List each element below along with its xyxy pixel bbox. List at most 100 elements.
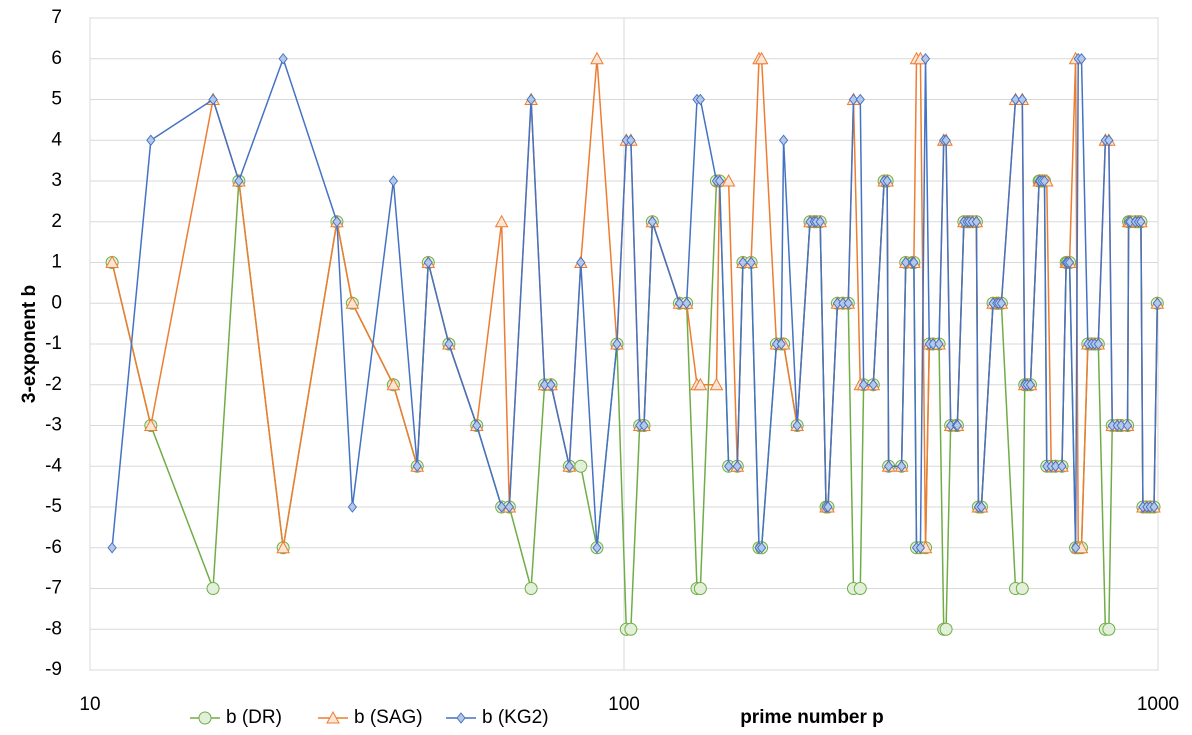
marker (345, 296, 360, 309)
marker (206, 582, 220, 595)
marker (996, 297, 1007, 310)
marker (681, 297, 692, 310)
marker (776, 338, 786, 350)
marker (855, 93, 865, 106)
y-tick-label: -6 (45, 537, 62, 558)
y-tick-label: -2 (45, 374, 62, 395)
marker (1152, 297, 1162, 310)
y-tick-label: -8 (45, 618, 62, 639)
marker (1136, 215, 1146, 228)
legend-label: b (KG2) (482, 707, 549, 728)
marker (208, 93, 218, 106)
marker (976, 501, 987, 513)
marker (388, 175, 399, 187)
y-tick-label: 7 (51, 7, 62, 28)
y-tick-label: -3 (45, 415, 62, 436)
marker (674, 297, 685, 310)
marker (815, 215, 825, 228)
y-tick-label: -9 (45, 659, 62, 680)
y-tick-label: -7 (45, 578, 62, 599)
y-tick-label: 6 (51, 48, 62, 69)
marker (723, 460, 734, 473)
marker (1057, 460, 1067, 473)
marker (456, 712, 466, 724)
marker (714, 175, 725, 187)
marker (1010, 93, 1021, 106)
marker (198, 711, 212, 725)
marker (1149, 501, 1159, 513)
marker (472, 419, 482, 432)
marker (858, 378, 869, 391)
marker (1093, 338, 1103, 350)
marker (823, 501, 833, 513)
marker (626, 134, 636, 147)
marker (564, 460, 574, 473)
marker (709, 377, 724, 391)
legend-label: b (SAG) (354, 707, 423, 728)
marker (386, 377, 401, 391)
marker (1116, 419, 1126, 432)
marker (896, 460, 907, 473)
marker (939, 622, 953, 636)
marker (1070, 541, 1081, 554)
y-tick-label: 4 (51, 129, 62, 150)
y-tick-label: 3 (51, 170, 62, 191)
marker (526, 93, 536, 106)
marker (1039, 175, 1050, 187)
marker (576, 256, 586, 269)
marker (695, 93, 706, 106)
marker (920, 52, 931, 65)
marker (1104, 134, 1114, 147)
marker (721, 173, 736, 187)
marker (756, 541, 767, 554)
marker (612, 338, 622, 350)
legend-label: b (DR) (226, 707, 282, 728)
marker (1076, 52, 1087, 65)
marker (504, 501, 515, 513)
marker (639, 419, 649, 432)
marker (574, 459, 588, 473)
marker (624, 622, 638, 636)
marker (276, 540, 291, 554)
marker (1050, 460, 1061, 473)
marker (1122, 419, 1133, 432)
marker (332, 215, 342, 228)
marker (444, 338, 454, 350)
x-tick-label: 1000 (1137, 694, 1179, 715)
marker (952, 419, 963, 432)
marker (590, 51, 604, 65)
y-tick-label: -5 (45, 496, 62, 517)
marker (146, 134, 156, 147)
marker (693, 582, 707, 595)
marker (732, 460, 742, 473)
marker (1102, 622, 1116, 636)
x-tick-label: 100 (608, 694, 640, 715)
marker (1017, 93, 1027, 106)
marker (941, 134, 951, 147)
marker (347, 501, 358, 513)
marker (792, 419, 802, 432)
marker (423, 256, 433, 269)
x-axis-label: prime number p (740, 707, 884, 728)
marker (524, 582, 538, 595)
y-tick-label: 2 (51, 211, 62, 232)
marker (934, 338, 944, 350)
marker (1015, 582, 1029, 595)
marker (928, 338, 938, 350)
marker (693, 377, 708, 391)
y-tick-label: 1 (51, 252, 62, 273)
marker (909, 256, 919, 269)
marker (107, 541, 117, 554)
marker (412, 460, 422, 473)
marker (592, 541, 602, 554)
marker (1064, 256, 1075, 269)
marker (326, 710, 340, 724)
marker (915, 541, 926, 554)
marker (843, 297, 853, 310)
marker (853, 582, 867, 595)
y-tick-label: -4 (45, 455, 62, 476)
x-tick-label: 10 (79, 694, 100, 715)
marker (539, 378, 550, 391)
marker (882, 175, 892, 187)
